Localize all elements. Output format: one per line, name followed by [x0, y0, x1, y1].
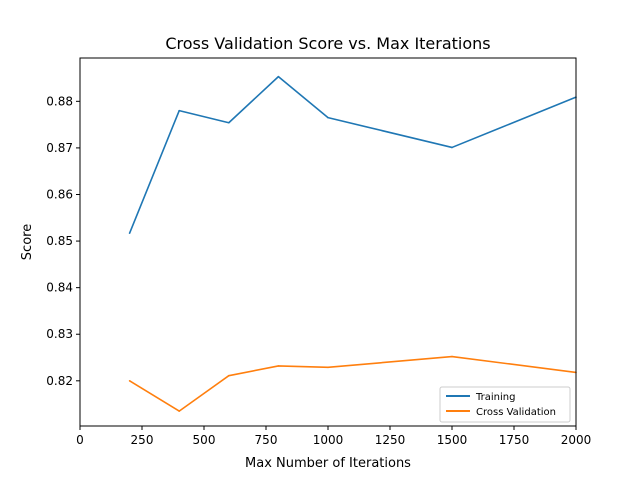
x-axis-title: Max Number of Iterations — [245, 456, 411, 471]
data-point-training — [228, 121, 230, 124]
legend: Training Cross Validation — [439, 386, 571, 423]
y-tick-label: 0.84 — [46, 281, 73, 295]
chart-title: Cross Validation Score vs. Max Iteration… — [165, 34, 490, 53]
x-tick-label: 250 — [131, 433, 154, 447]
x-tick-label: 1000 — [313, 433, 344, 447]
data-point-cross-validation — [228, 374, 230, 377]
y-tick-label: 0.83 — [46, 327, 73, 341]
y-tick-label: 0.85 — [46, 234, 73, 248]
x-tick-label: 1250 — [375, 433, 406, 447]
x-tick-label: 750 — [255, 433, 278, 447]
data-point-training — [178, 109, 180, 112]
x-tick-label: 500 — [193, 433, 216, 447]
y-tick-label: 0.82 — [46, 374, 73, 388]
data-point-cross-validation — [277, 365, 280, 367]
data-point-cross-validation — [451, 355, 453, 358]
y-tick-label: 0.87 — [46, 141, 73, 155]
x-tick-label: 1750 — [499, 433, 530, 447]
legend-label-cross-validation: Cross Validation — [476, 407, 556, 418]
data-point-training — [128, 232, 131, 234]
y-axis: 0.82 0.83 0.84 0.85 0.86 0.87 0.88 — [46, 94, 80, 388]
data-point-training — [277, 75, 280, 78]
y-tick-label: 0.86 — [46, 187, 73, 201]
x-tick-label: 1500 — [437, 433, 468, 447]
y-axis-title: Score — [20, 224, 35, 260]
plot-lines — [128, 75, 577, 412]
data-point-cross-validation — [178, 410, 180, 412]
x-tick-label: 0 — [76, 433, 84, 447]
y-tick-label: 0.88 — [46, 94, 73, 108]
data-point-cross-validation — [327, 366, 329, 369]
legend-label-training: Training — [475, 392, 515, 403]
data-point-training — [327, 116, 329, 119]
legend-box — [439, 386, 571, 423]
data-point-training — [451, 146, 453, 149]
x-tick-label: 2000 — [561, 433, 592, 447]
x-axis: 0 250 500 750 1000 1250 1500 1750 2000 — [76, 426, 591, 447]
data-point-cross-validation — [128, 380, 131, 382]
